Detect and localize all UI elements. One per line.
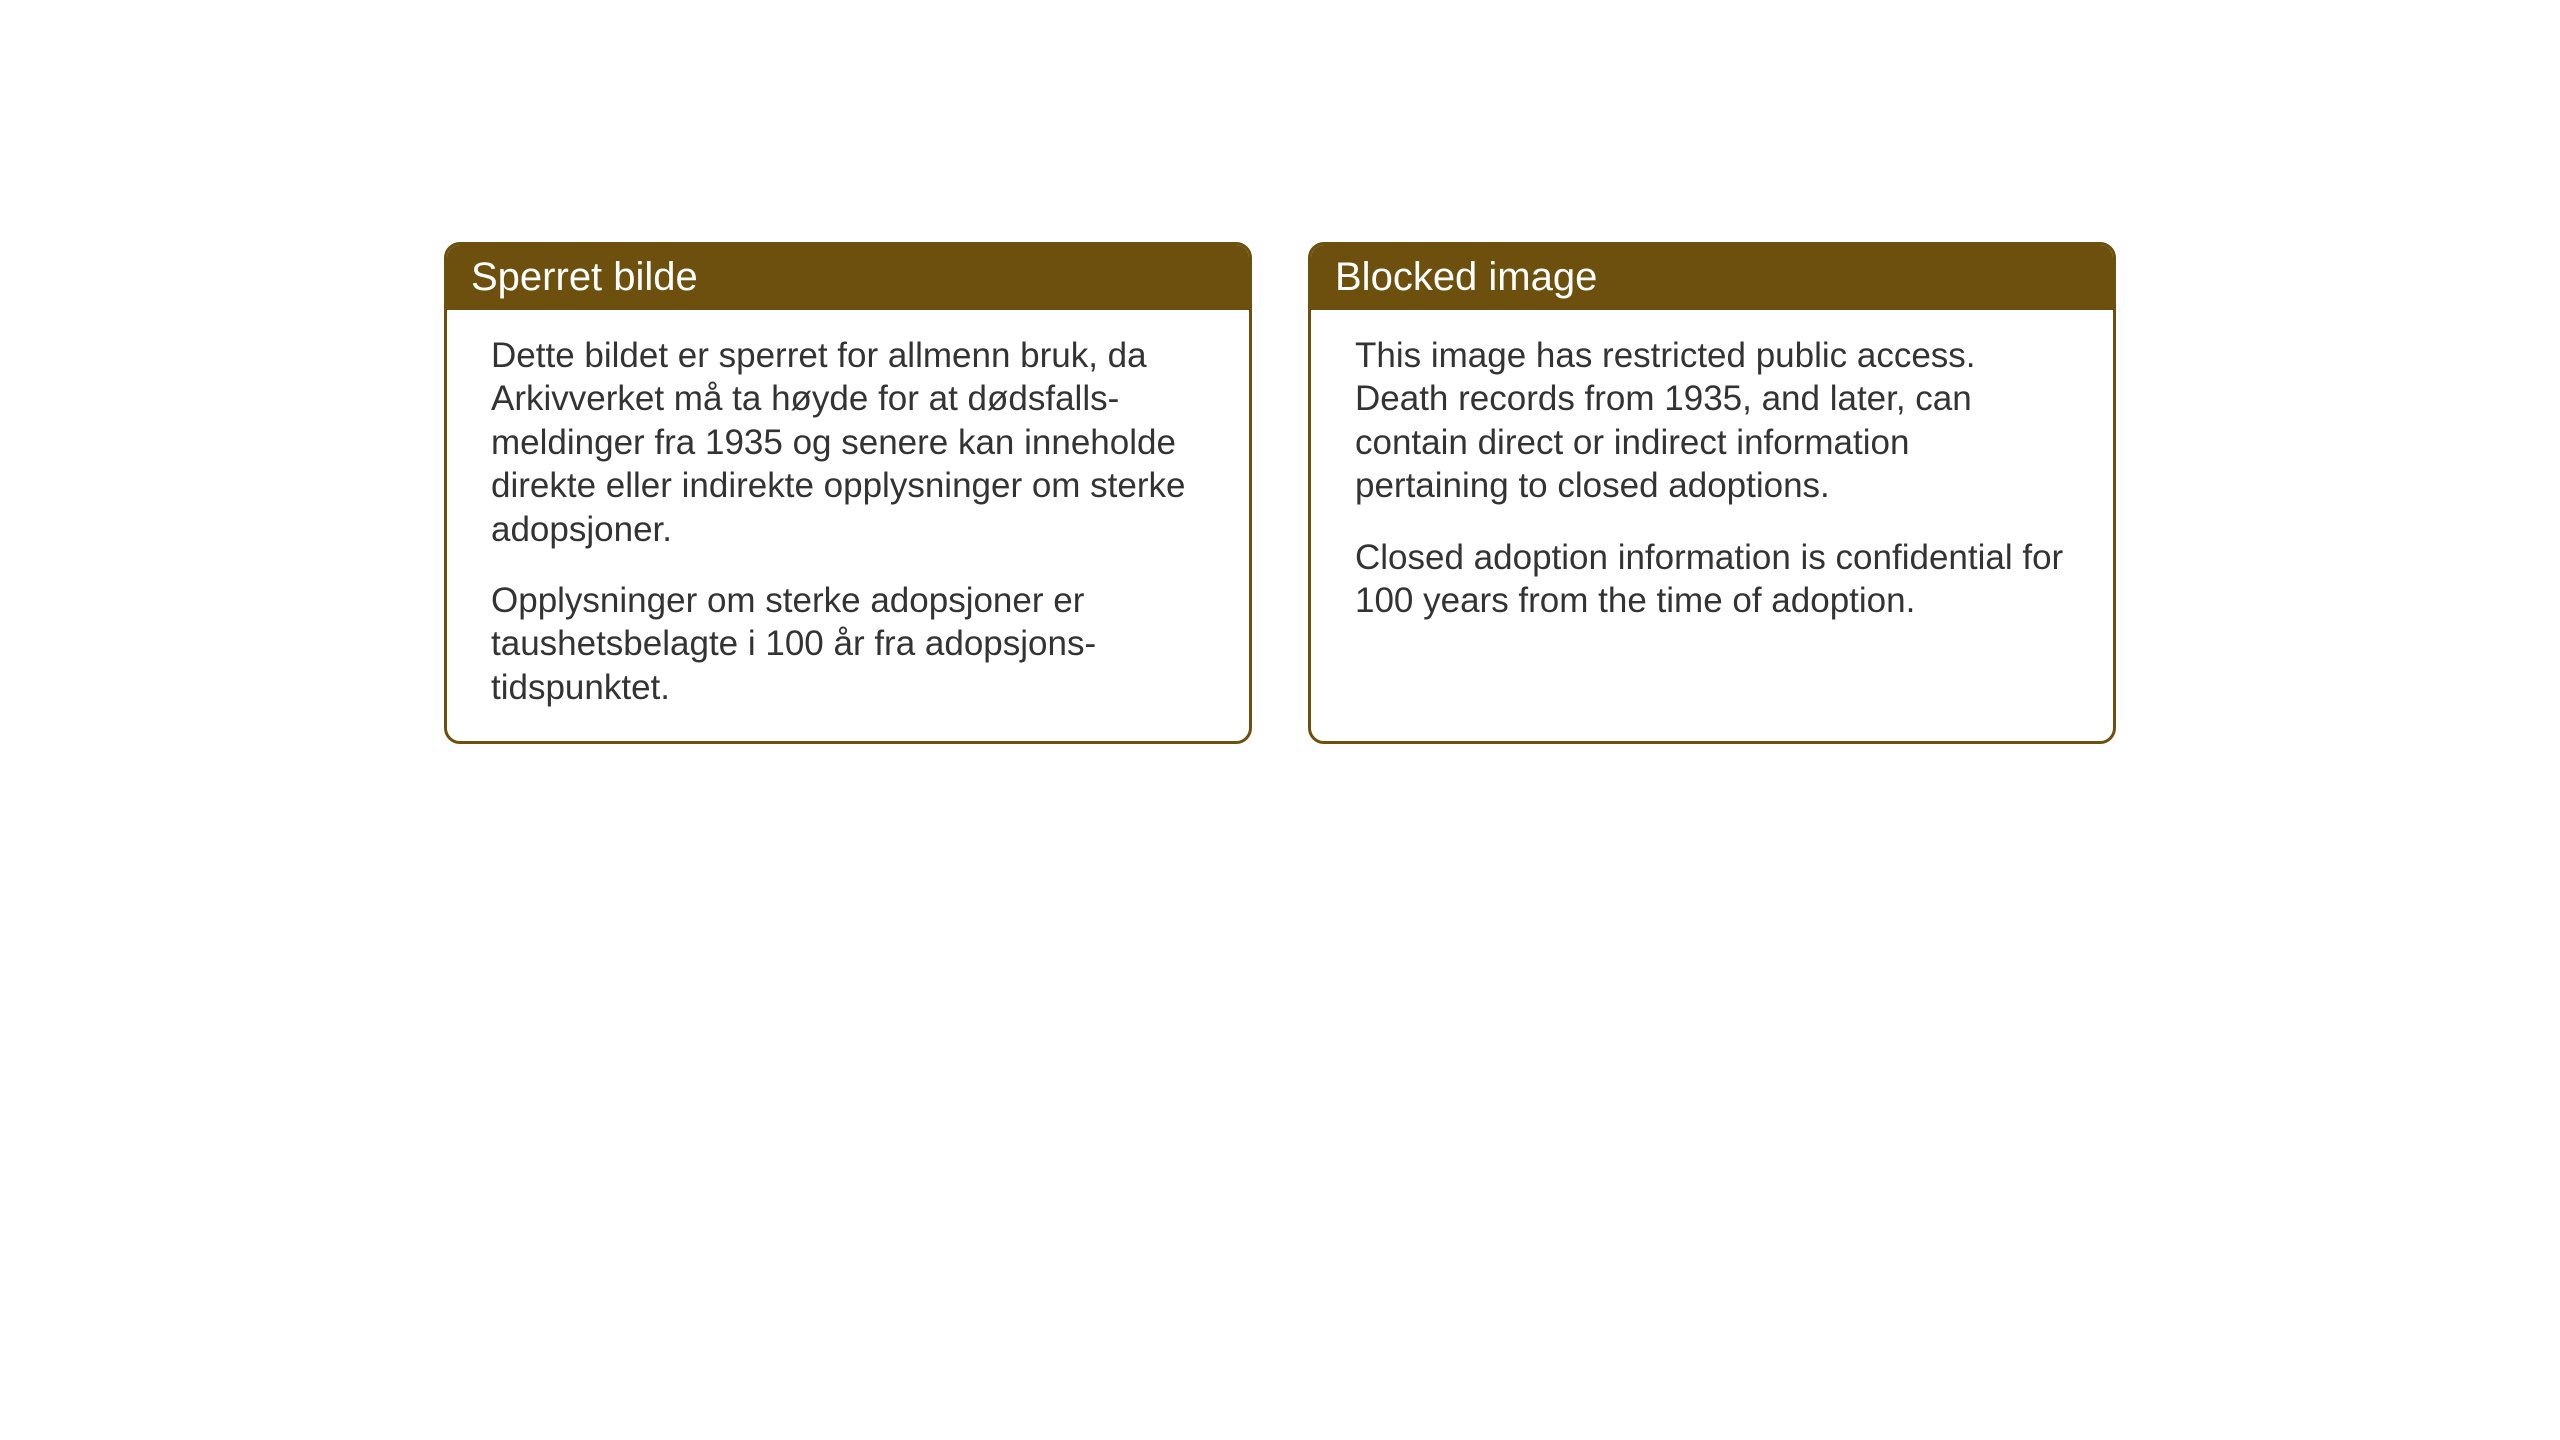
- english-paragraph-1: This image has restricted public access.…: [1355, 334, 2069, 508]
- english-card-body: This image has restricted public access.…: [1311, 310, 2113, 654]
- english-card: Blocked image This image has restricted …: [1308, 242, 2116, 744]
- norwegian-card-body: Dette bildet er sperret for allmenn bruk…: [447, 310, 1249, 741]
- norwegian-card: Sperret bilde Dette bildet er sperret fo…: [444, 242, 1252, 744]
- norwegian-card-title: Sperret bilde: [447, 245, 1249, 310]
- english-paragraph-2: Closed adoption information is confident…: [1355, 536, 2069, 623]
- norwegian-paragraph-2: Opplysninger om sterke adopsjoner er tau…: [491, 579, 1205, 709]
- english-card-title: Blocked image: [1311, 245, 2113, 310]
- info-cards-container: Sperret bilde Dette bildet er sperret fo…: [444, 242, 2116, 744]
- norwegian-paragraph-1: Dette bildet er sperret for allmenn bruk…: [491, 334, 1205, 551]
